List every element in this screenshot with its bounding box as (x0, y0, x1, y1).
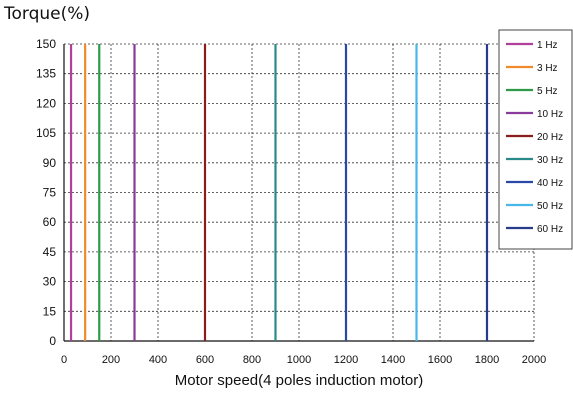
y-tick-label: 90 (43, 156, 57, 170)
legend-label: 20 Hz (537, 132, 563, 143)
x-tick-label: 1200 (334, 354, 358, 366)
x-tick-label: 0 (61, 354, 67, 366)
y-tick-label: 30 (43, 275, 57, 289)
x-axis-title: Motor speed(4 poles induction motor) (174, 372, 424, 389)
y-tick-label: 15 (43, 304, 57, 318)
y-tick-label: 150 (36, 37, 56, 51)
y-tick-label: 105 (36, 126, 56, 140)
x-tick-label: 600 (196, 354, 214, 366)
x-tick-label: 400 (149, 354, 167, 366)
legend-label: 60 Hz (537, 224, 563, 235)
x-tick-label: 1800 (475, 354, 499, 366)
y-tick-label: 75 (43, 186, 57, 200)
x-tick-label: 1000 (287, 354, 311, 366)
y-tick-label: 120 (36, 96, 56, 110)
legend-label: 5 Hz (537, 86, 558, 97)
x-tick-label: 1600 (428, 354, 452, 366)
y-axis-title: Torque(%) (4, 4, 91, 24)
legend-label: 1 Hz (537, 40, 558, 51)
x-tick-label: 200 (102, 354, 120, 366)
legend-label: 10 Hz (537, 109, 563, 120)
legend-label: 3 Hz (537, 63, 558, 74)
x-tick-label: 1400 (381, 354, 405, 366)
y-tick-label: 45 (43, 245, 57, 259)
y-tick-label: 0 (49, 334, 56, 348)
y-tick-label: 135 (36, 67, 56, 81)
x-tick-label: 2000 (522, 354, 546, 366)
x-tick-label: 800 (243, 354, 261, 366)
y-tick-label: 60 (43, 215, 57, 229)
legend-label: 40 Hz (537, 178, 563, 189)
legend-label: 50 Hz (537, 201, 563, 212)
legend-label: 30 Hz (537, 155, 563, 166)
